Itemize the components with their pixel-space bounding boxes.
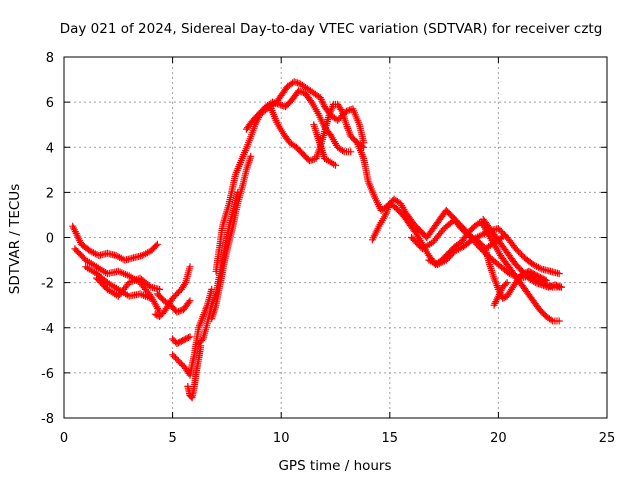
x-tick-label: 10 [273, 431, 290, 446]
data-point [555, 270, 563, 278]
data-point [439, 226, 447, 234]
y-tick-label: 4 [46, 141, 54, 156]
data-point [557, 283, 565, 291]
series-track-g [169, 285, 216, 379]
series-track-p [353, 139, 509, 253]
data-point [181, 280, 188, 288]
y-tick-label: -6 [41, 367, 54, 382]
x-tick-label: 5 [168, 431, 176, 446]
x-tick-label: 25 [599, 431, 616, 446]
data-point [156, 285, 164, 293]
data-point [502, 280, 510, 288]
data-point [555, 317, 563, 325]
data-point [503, 279, 511, 287]
y-tick-label: -8 [41, 412, 54, 427]
data-point [152, 242, 160, 250]
data-point [270, 99, 278, 107]
series-track-f [153, 290, 194, 316]
x-tick-label: 20 [490, 431, 507, 446]
series-track-o [310, 121, 339, 169]
data-point [339, 147, 347, 155]
data-point [337, 106, 345, 113]
y-tick-label: 8 [46, 51, 54, 66]
data-point [153, 240, 161, 248]
chart-title: Day 021 of 2024, Sidereal Day-to-day VTE… [60, 21, 603, 37]
data-point [247, 152, 255, 160]
series-track-v [490, 279, 511, 309]
y-tick-label: -4 [41, 322, 54, 337]
data-point [547, 316, 555, 324]
data-point [536, 264, 544, 272]
series-track-k [208, 152, 255, 323]
y-axis-label: SDTVAR / TECUs [7, 184, 23, 294]
series-track-s [425, 225, 563, 278]
y-tick-label: 0 [46, 232, 54, 247]
data-point [347, 148, 355, 156]
data-point [530, 278, 538, 285]
series-track-t [479, 215, 565, 291]
y-tick-label: 6 [46, 96, 54, 111]
data-point [186, 263, 194, 271]
series-track-a [69, 222, 161, 264]
x-tick-label: 15 [382, 431, 399, 446]
data-point [542, 276, 550, 284]
axis-ticks: 0 5 10 15 20 25 -8 -6 -4 -2 0 2 4 6 8 [41, 51, 615, 446]
series-track-d [93, 274, 164, 300]
x-tick-label: 0 [60, 431, 68, 446]
y-tick-label: 2 [46, 186, 54, 201]
data-point [185, 334, 192, 341]
data-points [69, 78, 565, 402]
data-point [186, 333, 194, 341]
data-point [185, 298, 193, 306]
y-tick-label: -2 [41, 277, 54, 292]
x-axis-label: GPS time / hours [278, 458, 391, 474]
series-track-h [169, 333, 194, 347]
data-point [186, 297, 194, 305]
series-track-n [266, 100, 368, 165]
data-point [332, 161, 339, 169]
series-track-i [184, 342, 205, 402]
series-track-m [242, 87, 355, 156]
data-point [147, 294, 155, 302]
data-point [541, 276, 549, 284]
